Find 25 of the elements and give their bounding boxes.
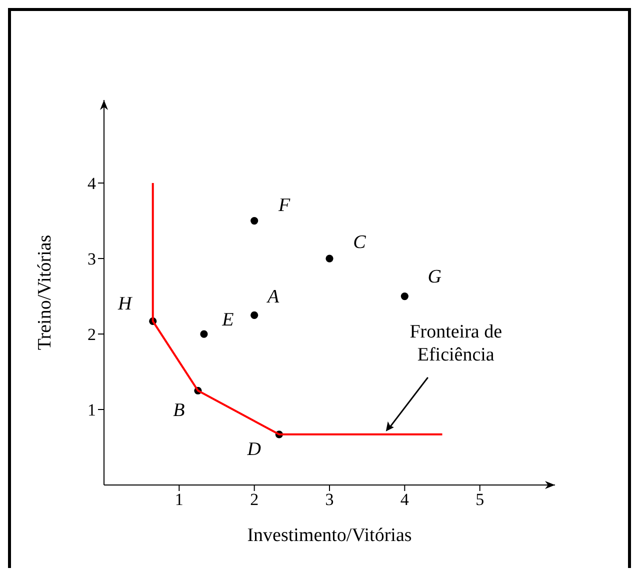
x-tick-label: 3 xyxy=(325,490,334,510)
annotation: G xyxy=(428,266,442,288)
annotation: C xyxy=(353,232,366,253)
y-tick-label: 3 xyxy=(88,250,96,269)
annotation: H xyxy=(116,294,133,315)
y-tick-label: 4 xyxy=(88,174,96,194)
y-tick-label: 1 xyxy=(88,400,96,420)
point xyxy=(250,311,258,319)
y-axis-title: Treino/Vitórias xyxy=(34,234,56,350)
annotation: F xyxy=(278,195,291,216)
x-tick-label: 1 xyxy=(174,490,184,510)
annotation: E xyxy=(221,309,234,330)
annotation: A xyxy=(266,286,280,308)
x-tick-label: 4 xyxy=(400,490,410,510)
x-tick-label: 5 xyxy=(476,490,484,510)
y-tick-label: 2 xyxy=(88,325,96,344)
annotation: Fronteira de Eficiência xyxy=(410,321,502,366)
point xyxy=(400,292,408,300)
annotation: D xyxy=(246,438,262,460)
point xyxy=(250,216,258,225)
annotation: B xyxy=(173,400,186,421)
x-tick-label: 2 xyxy=(250,490,259,510)
point xyxy=(200,330,208,338)
x-axis-title: Investimento/Vitórias xyxy=(247,525,412,546)
point xyxy=(326,254,334,262)
